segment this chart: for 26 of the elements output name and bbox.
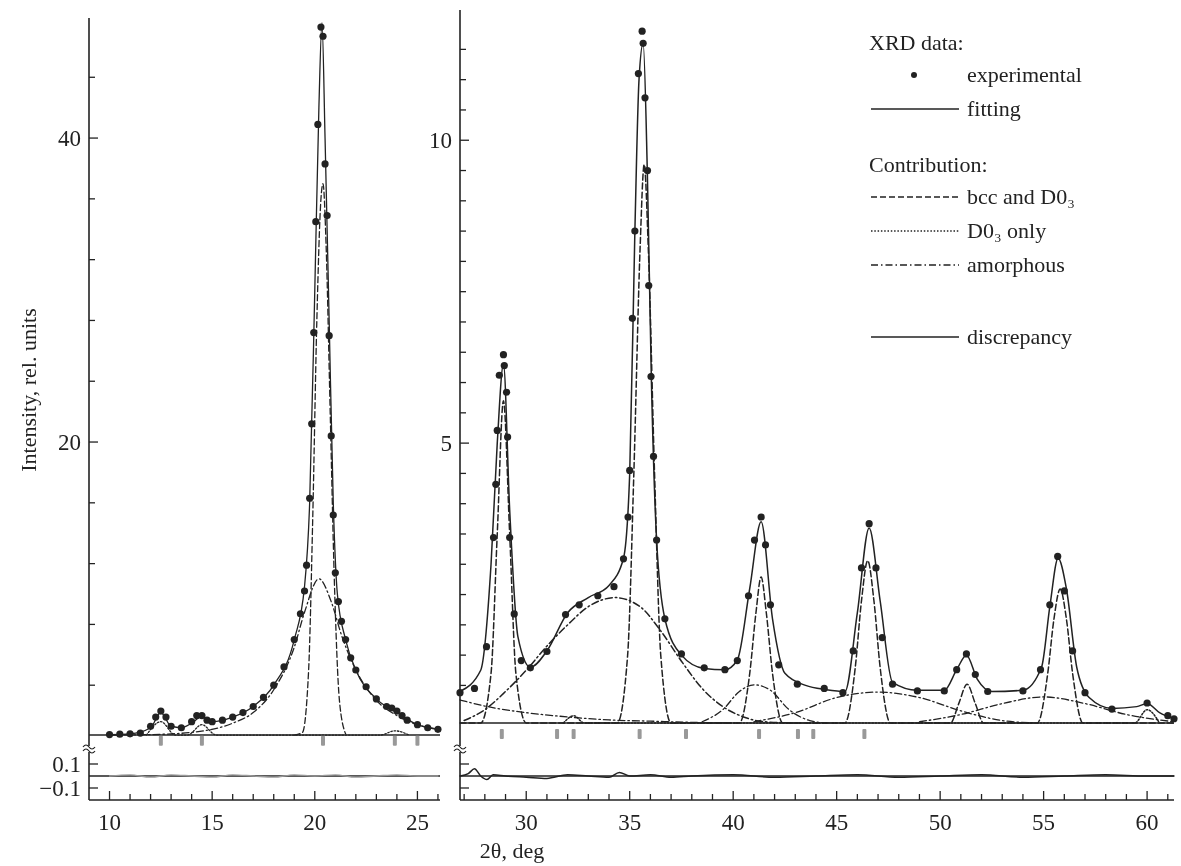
legend-label: fitting bbox=[967, 96, 1021, 121]
legend-label: experimental bbox=[967, 62, 1082, 87]
x-tick-label: 60 bbox=[1135, 810, 1159, 835]
x-tick-label: 10 bbox=[98, 810, 122, 835]
legend-label: bcc and D0₃ bbox=[967, 184, 1075, 209]
y-tick-label: 0.1 bbox=[52, 752, 81, 778]
text: discrepancy bbox=[967, 324, 1073, 349]
y-tick-label: −0.1 bbox=[39, 776, 81, 802]
x-tick-label: 50 bbox=[928, 810, 952, 835]
x-tick-label: 20 bbox=[303, 810, 327, 835]
y-tick-label: 20 bbox=[58, 430, 81, 456]
annotation: Contribution: bbox=[869, 152, 988, 177]
x-axis-title: 2θ, deg bbox=[479, 838, 545, 863]
y-tick-label: 5 bbox=[440, 431, 452, 457]
y-tick-label: 40 bbox=[58, 126, 81, 152]
legend-label: amorphous bbox=[967, 252, 1065, 277]
x-tick-label: 25 bbox=[405, 810, 429, 835]
x-tick-label: 30 bbox=[514, 810, 538, 835]
y-axis-title: Intensity, rel. units bbox=[16, 308, 41, 472]
annotation: XRD data: bbox=[869, 30, 964, 55]
x-tick-label: 40 bbox=[721, 810, 745, 835]
x-tick-label: 15 bbox=[200, 810, 224, 835]
x-tick-label: 55 bbox=[1032, 810, 1056, 835]
x-tick-label: 35 bbox=[618, 810, 642, 835]
x-tick-label: 45 bbox=[825, 810, 849, 835]
legend-label: D0₃ only bbox=[967, 218, 1047, 243]
